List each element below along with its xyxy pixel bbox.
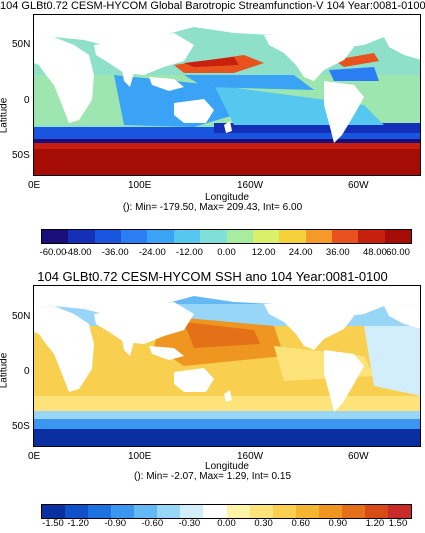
map2-lat-tick-50s: 50S xyxy=(12,421,30,432)
map1-colorbar xyxy=(41,229,412,244)
map1-colorbar-swatch xyxy=(173,230,201,243)
map2-stats: (): Min= -2.07, Max= 1.29, Int= 0.15 xyxy=(133,471,292,482)
map2-colorbar-swatch xyxy=(295,505,319,518)
map1-colorbar-label: 12.00 xyxy=(251,247,276,258)
map1-colorbar-label: -24.00 xyxy=(138,247,166,258)
map2-colorbar-swatch xyxy=(318,505,342,518)
map1-colorbar-label: -48.00 xyxy=(64,247,92,258)
map1-title: 104 GLBt0.72 CESM-HYCOM Global Barotropi… xyxy=(0,0,425,12)
map2-colorbar-label: -1.20 xyxy=(67,518,89,529)
map1-lon-tick-160w: 160W xyxy=(237,180,264,191)
map1-colorbar-swatch xyxy=(305,230,332,243)
map2-colorbar-label: 1.20 xyxy=(365,518,385,529)
map2-lon-tick-100e: 100E xyxy=(128,451,152,462)
map2-colorbar-swatch xyxy=(341,505,365,518)
map1-colorbar-label: -60.00 xyxy=(39,247,67,258)
map1-lat-tick-50n: 50N xyxy=(12,39,31,50)
map2-colorbar-label: 1.50 xyxy=(388,518,408,529)
map1-colorbar-swatch xyxy=(226,230,253,243)
map1-colorbar-label: 36.00 xyxy=(325,247,350,258)
map1-colorbar-swatch xyxy=(200,230,227,243)
map2-colorbar-swatch xyxy=(65,505,89,518)
map2-colorbar-swatch xyxy=(111,505,135,518)
map1-colorbar-label: 60.00 xyxy=(386,247,410,258)
map1-colorbar-label: -36.00 xyxy=(101,247,129,258)
map1-xlabel: Longitude xyxy=(205,192,249,203)
map2-title: 104 GLBt0.72 CESM-HYCOM SSH ano 104 Year… xyxy=(37,269,388,284)
map1-ylabel: Latitude xyxy=(0,97,10,134)
map1-stats: (): Min= -179.50, Max= 209.43, Int= 6.00 xyxy=(122,202,303,213)
map1-colorbar-swatch xyxy=(331,230,359,243)
map2-colorbar xyxy=(41,504,412,519)
map2-lat-tick-0: 0 xyxy=(24,366,30,377)
map2-colorbar-label: 0.60 xyxy=(291,518,310,529)
map2-field xyxy=(34,286,420,446)
map1-lat-tick-50s: 50S xyxy=(12,150,30,161)
map1-colorbar-swatch xyxy=(358,230,385,243)
map1-colorbar-swatch xyxy=(121,230,148,243)
map2-colorbar-swatch xyxy=(387,505,411,518)
map2-colorbar-label: -0.30 xyxy=(178,518,201,529)
map1-colorbar-swatch xyxy=(94,230,122,243)
map2-lon-tick-60w: 60W xyxy=(348,451,369,462)
map2-colorbar-swatch xyxy=(272,505,296,518)
map1-field xyxy=(34,15,420,175)
map2-colorbar-swatch xyxy=(180,505,204,518)
map1-colorbar-swatch xyxy=(147,230,174,243)
map2-colorbar-swatch xyxy=(249,505,273,518)
map2-colorbar-swatch xyxy=(157,505,181,518)
map1-lon-tick-0e: 0E xyxy=(28,180,41,191)
map1-colorbar-label: 48.00 xyxy=(363,247,387,258)
map2-lon-tick-0e: 0E xyxy=(28,451,41,462)
map1-colorbar-swatch xyxy=(42,230,69,243)
map1-colorbar-swatch xyxy=(252,230,280,243)
map2-colorbar-swatch xyxy=(364,505,388,518)
map2-colorbar-label: 0.90 xyxy=(328,518,348,529)
map2-colorbar-swatch xyxy=(88,505,112,518)
map2-lat-tick-50n: 50N xyxy=(12,311,31,322)
map1-colorbar-swatch xyxy=(68,230,95,243)
map1-lon-tick-60w: 60W xyxy=(348,180,369,191)
map2-colorbar-label: -0.60 xyxy=(141,518,164,529)
map1-colorbar-label: 0.00 xyxy=(217,247,236,258)
map2-colorbar-label: -0.90 xyxy=(104,518,127,529)
map2-colorbar-swatch xyxy=(203,505,227,518)
map2-ylabel: Latitude xyxy=(0,352,10,389)
map1-plot xyxy=(33,14,421,176)
map2-colorbar-swatch xyxy=(42,505,66,518)
map1-lon-tick-100e: 100E xyxy=(128,180,152,191)
map2-colorbar-swatch xyxy=(226,505,250,518)
map2-xlabel: Longitude xyxy=(205,461,249,472)
map2-plot xyxy=(33,285,421,447)
map2-colorbar-label: 0.30 xyxy=(254,518,273,529)
map1-colorbar-swatch xyxy=(384,230,412,243)
map2-colorbar-label: -1.50 xyxy=(42,518,64,529)
map2-colorbar-swatch xyxy=(134,505,158,518)
map1-colorbar-label: -12.00 xyxy=(175,247,203,258)
map1-colorbar-label: 24.00 xyxy=(288,247,313,258)
map1-colorbar-swatch xyxy=(279,230,306,243)
map2-lon-tick-160w: 160W xyxy=(237,451,264,462)
map1-lat-tick-0: 0 xyxy=(24,95,30,106)
map2-colorbar-label: 0.00 xyxy=(217,518,236,529)
